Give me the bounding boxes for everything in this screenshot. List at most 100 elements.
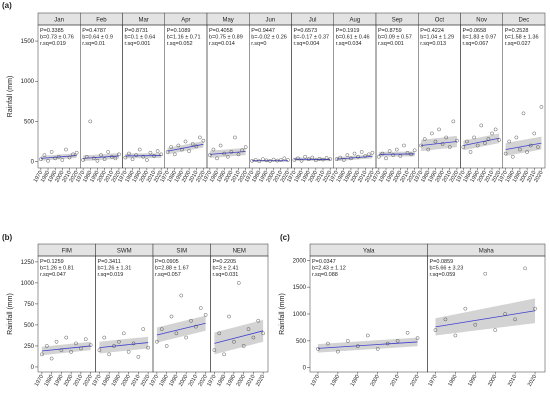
data-point <box>165 344 168 347</box>
stat-text: P=0.1259 <box>40 259 64 265</box>
data-point <box>173 153 176 156</box>
strip-label: Mar <box>138 18 148 24</box>
x-tick-label: 1970 <box>310 374 321 388</box>
x-tick-label: 1970 <box>427 374 438 388</box>
data-point <box>360 150 363 153</box>
data-point <box>108 353 111 356</box>
strip-label: Dec <box>519 18 530 24</box>
data-point <box>346 154 349 157</box>
stat-text: P=0.3385 <box>40 28 64 34</box>
y-tick-label: 500 <box>296 339 307 345</box>
stat-text: b=5.66 ± 3.23 <box>430 266 464 272</box>
stat-text: r.sq=0.088 <box>312 272 338 278</box>
stat-text: b=1.26 ± 1.31 <box>98 266 132 272</box>
stat-text: P=0.4224 <box>420 28 444 34</box>
strip-label: Maha <box>479 249 495 255</box>
x-tick-label: 2020 <box>527 374 538 388</box>
stat-text: b=0.61 ± 0.46 <box>336 35 370 41</box>
data-point <box>127 350 130 353</box>
data-point <box>430 132 433 135</box>
data-point <box>122 332 125 335</box>
data-point <box>65 336 68 339</box>
stat-text: r.sq=0.014 <box>209 41 235 47</box>
data-point <box>371 151 374 154</box>
y-tick-label: 2000 <box>293 258 307 264</box>
stat-text: b=0.73 ± 0.76 <box>40 35 74 41</box>
data-point <box>137 355 140 358</box>
data-point <box>84 338 87 341</box>
strip-label: Jun <box>266 18 276 24</box>
stat-text: P=0.0347 <box>312 259 336 265</box>
stat-text: r.sq=0 <box>251 41 266 47</box>
stat-text: P=0.0658 <box>463 28 487 34</box>
stat-text: P=0.0905 <box>155 259 179 265</box>
stat-text: b=-0.17 ± 0.37 <box>294 35 330 41</box>
stat-text: P=0.9447 <box>251 28 275 34</box>
data-point <box>145 158 148 161</box>
data-point <box>484 272 487 275</box>
data-point <box>107 150 110 153</box>
strip-label: Feb <box>96 18 107 24</box>
stat-text: P=0.0859 <box>430 259 454 265</box>
x-tick-label: 2020 <box>255 374 266 388</box>
stat-text: r.sq=0.001 <box>378 41 404 47</box>
y-tick-label: 1500 <box>293 285 307 291</box>
panel-label: (b) <box>2 233 13 242</box>
data-point <box>353 152 356 155</box>
stat-text: P=0.4058 <box>209 28 233 34</box>
stat-text: P=0.6573 <box>294 28 318 34</box>
data-point <box>142 328 145 331</box>
strip-label: SWM <box>117 249 132 255</box>
strip-label: NEM <box>233 249 246 255</box>
stat-text: b=1.83 ± 0.97 <box>463 35 497 41</box>
stat-text: r.sq=0.019 <box>98 272 124 278</box>
data-point <box>533 132 536 135</box>
data-point <box>494 329 497 332</box>
x-tick-label: 1980 <box>330 374 341 388</box>
stat-text: r.sq=0.01 <box>82 41 105 47</box>
data-point <box>50 150 53 153</box>
stat-text: b=0.1 ± 0.64 <box>125 35 156 41</box>
strip-label: Jan <box>54 18 64 24</box>
y-tick-label: 750 <box>24 302 35 308</box>
y-axis-label: Rainfall (mm) <box>7 76 14 118</box>
data-point <box>185 336 188 339</box>
y-tick-label: 500 <box>24 323 35 329</box>
stat-text: P=0.8759 <box>378 28 402 34</box>
data-point <box>138 148 141 151</box>
strip-label: Jul <box>309 18 317 24</box>
stat-text: b=0.09 ± 0.57 <box>378 35 412 41</box>
data-point <box>454 334 457 337</box>
data-point <box>50 357 53 360</box>
data-point <box>395 148 398 151</box>
data-point <box>413 149 416 152</box>
data-point <box>402 144 405 147</box>
stat-text: b=2.88 ± 1.67 <box>155 266 189 272</box>
data-point <box>511 155 514 158</box>
x-tick-label: 2000 <box>370 374 381 388</box>
y-tick-label: 1250 <box>21 260 35 266</box>
stat-text: r.sq=0.052 <box>167 41 193 47</box>
y-tick-label: 1000 <box>21 281 35 287</box>
stat-text: b=3 ± 2.41 <box>213 266 239 272</box>
x-tick-label: 1990 <box>350 374 361 388</box>
data-point <box>384 157 387 160</box>
data-point <box>480 124 483 127</box>
strip-label: Aug <box>350 18 361 24</box>
x-tick-label: 1980 <box>447 374 458 388</box>
y-axis-label: Rainfall (mm) <box>7 293 14 335</box>
data-point <box>156 150 159 153</box>
y-tick-label: 0 <box>31 365 35 371</box>
y-tick-label: 0 <box>31 160 35 166</box>
data-point <box>515 136 518 139</box>
data-point <box>198 136 201 139</box>
stat-text: P=0.2528 <box>505 28 529 34</box>
data-point <box>540 105 543 108</box>
y-tick-label: 1500 <box>21 39 35 45</box>
stat-text: b=1.58 ± 1.36 <box>505 35 539 41</box>
data-point <box>366 334 369 337</box>
data-point <box>170 315 173 318</box>
stat-text: r.sq=0.057 <box>155 272 181 278</box>
y-axis-label: Rainfall (mm) <box>279 293 286 335</box>
